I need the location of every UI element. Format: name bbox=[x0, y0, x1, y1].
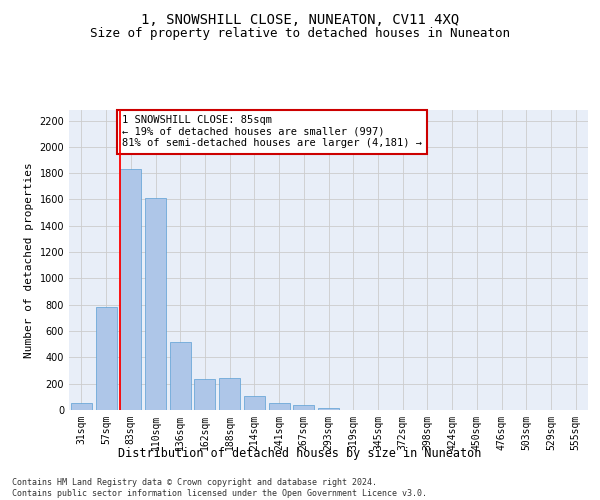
Bar bbox=[145, 198, 166, 410]
Bar bbox=[244, 396, 265, 410]
Text: Contains HM Land Registry data © Crown copyright and database right 2024.
Contai: Contains HM Land Registry data © Crown c… bbox=[12, 478, 427, 498]
Text: 1 SNOWSHILL CLOSE: 85sqm
← 19% of detached houses are smaller (997)
81% of semi-: 1 SNOWSHILL CLOSE: 85sqm ← 19% of detach… bbox=[122, 116, 422, 148]
Bar bbox=[293, 405, 314, 410]
Bar bbox=[170, 342, 191, 410]
Bar bbox=[194, 379, 215, 410]
Bar bbox=[269, 403, 290, 410]
Y-axis label: Number of detached properties: Number of detached properties bbox=[24, 162, 34, 358]
Text: 1, SNOWSHILL CLOSE, NUNEATON, CV11 4XQ: 1, SNOWSHILL CLOSE, NUNEATON, CV11 4XQ bbox=[141, 12, 459, 26]
Bar bbox=[318, 408, 339, 410]
Bar bbox=[120, 169, 141, 410]
Text: Distribution of detached houses by size in Nuneaton: Distribution of detached houses by size … bbox=[118, 448, 482, 460]
Bar bbox=[219, 378, 240, 410]
Bar bbox=[71, 404, 92, 410]
Bar bbox=[95, 308, 116, 410]
Text: Size of property relative to detached houses in Nuneaton: Size of property relative to detached ho… bbox=[90, 28, 510, 40]
